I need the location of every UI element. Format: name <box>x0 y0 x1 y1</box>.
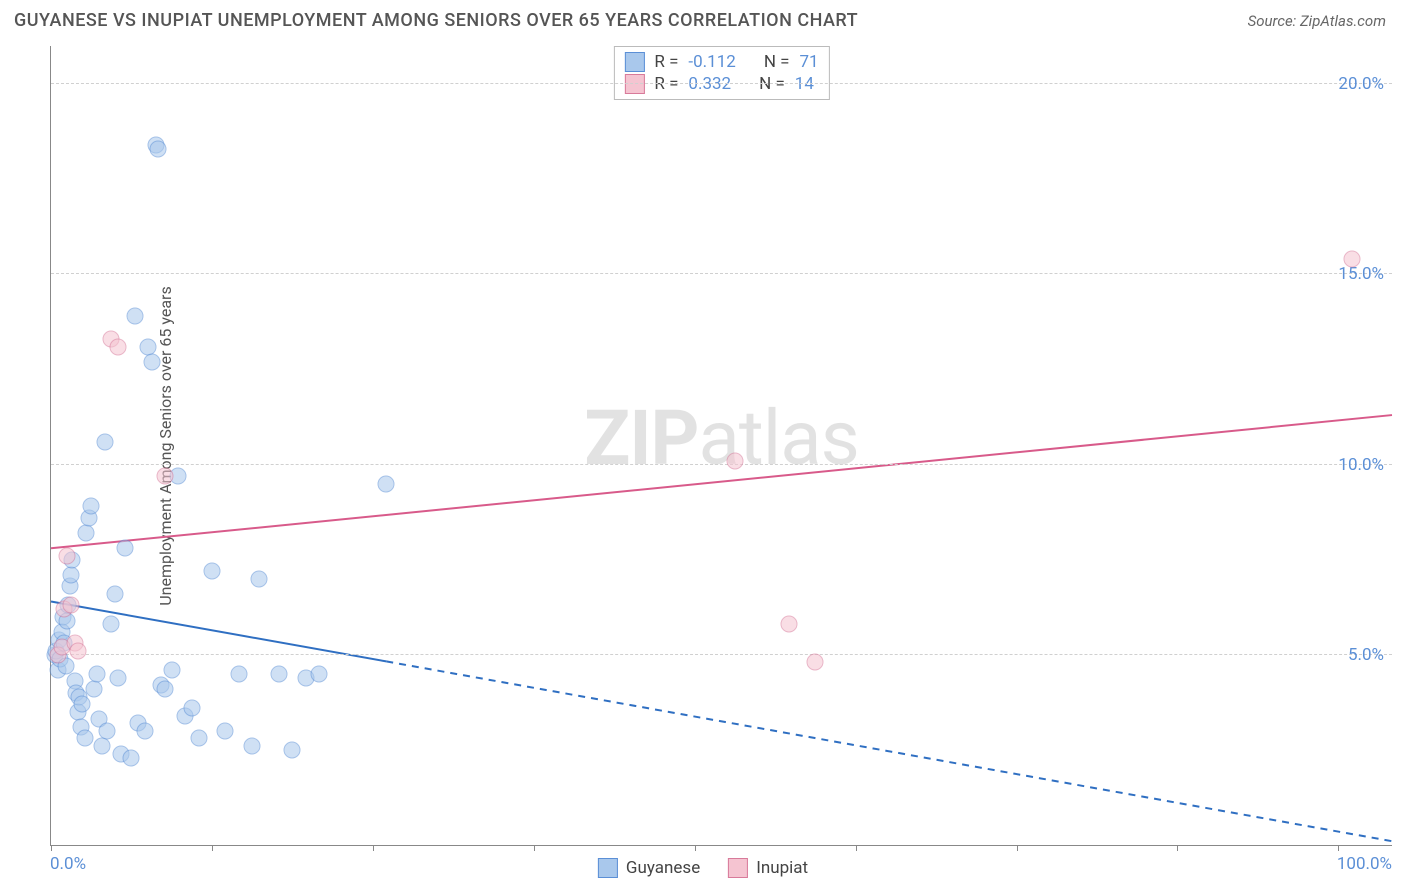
trend-lines <box>51 46 1392 845</box>
data-point <box>143 353 160 370</box>
data-point <box>73 696 90 713</box>
x-tick <box>1338 845 1339 851</box>
data-point <box>88 665 105 682</box>
x-tick <box>534 845 535 851</box>
data-point <box>163 661 180 678</box>
data-point <box>150 140 167 157</box>
gridline <box>51 273 1392 274</box>
data-point <box>284 741 301 758</box>
data-point <box>136 722 153 739</box>
y-tick-label: 15.0% <box>1338 264 1384 284</box>
data-point <box>123 749 140 766</box>
data-point <box>116 540 133 557</box>
x-tick <box>1177 845 1178 851</box>
legend-swatch-guyanese <box>598 858 618 878</box>
chart-title: GUYANESE VS INUPIAT UNEMPLOYMENT AMONG S… <box>14 10 858 31</box>
chart-source: Source: ZipAtlas.com <box>1248 12 1386 30</box>
r-label: R = <box>654 52 678 72</box>
data-point <box>156 467 173 484</box>
n-label: N = <box>764 52 790 72</box>
data-point <box>1343 251 1360 268</box>
r-value-guyanese: -0.112 <box>688 52 735 72</box>
data-point <box>780 616 797 633</box>
data-point <box>59 547 76 564</box>
data-point <box>83 498 100 515</box>
data-point <box>93 738 110 755</box>
data-point <box>99 722 116 739</box>
data-point <box>77 525 94 542</box>
data-point <box>69 642 86 659</box>
legend-label-inupiat: Inupiat <box>756 858 808 878</box>
n-value-guyanese: 71 <box>800 52 819 72</box>
x-tick <box>695 845 696 851</box>
x-tick <box>1017 845 1018 851</box>
data-point <box>63 597 80 614</box>
gridline <box>51 654 1392 655</box>
x-tick <box>51 845 52 851</box>
scatter-chart: ZIPatlas R = -0.112 N = 71 R = 0.332 N =… <box>50 46 1392 846</box>
x-tick <box>373 845 374 851</box>
legend-swatch-inupiat <box>728 858 748 878</box>
data-point <box>156 681 173 698</box>
data-point <box>107 585 124 602</box>
y-tick-label: 20.0% <box>1338 74 1384 94</box>
x-tick <box>212 845 213 851</box>
legend-label-guyanese: Guyanese <box>626 858 700 878</box>
data-point <box>110 338 127 355</box>
data-point <box>203 563 220 580</box>
gridline <box>51 464 1392 465</box>
data-point <box>311 665 328 682</box>
data-point <box>190 730 207 747</box>
data-point <box>217 722 234 739</box>
data-point <box>127 308 144 325</box>
chart-header: GUYANESE VS INUPIAT UNEMPLOYMENT AMONG S… <box>0 0 1406 37</box>
correlation-row-guyanese: R = -0.112 N = 71 <box>624 51 818 73</box>
data-point <box>76 730 93 747</box>
legend-item-guyanese: Guyanese <box>598 858 700 878</box>
y-tick-label: 10.0% <box>1338 455 1384 475</box>
data-point <box>250 570 267 587</box>
x-tick-max: 100.0% <box>1337 854 1392 874</box>
data-point <box>726 452 743 469</box>
swatch-guyanese <box>624 52 644 72</box>
data-point <box>110 669 127 686</box>
data-point <box>378 475 395 492</box>
correlation-legend: R = -0.112 N = 71 R = 0.332 N = 14 <box>613 46 829 100</box>
data-point <box>807 654 824 671</box>
data-point <box>103 616 120 633</box>
x-tick <box>856 845 857 851</box>
y-tick-label: 5.0% <box>1348 645 1384 665</box>
x-tick-min: 0.0% <box>50 854 86 874</box>
data-point <box>85 681 102 698</box>
data-point <box>139 338 156 355</box>
gridline <box>51 83 1392 84</box>
series-legend: Guyanese Inupiat <box>598 858 808 878</box>
data-point <box>270 665 287 682</box>
legend-item-inupiat: Inupiat <box>728 858 808 878</box>
data-point <box>183 700 200 717</box>
data-point <box>230 665 247 682</box>
data-point <box>244 738 261 755</box>
data-point <box>63 566 80 583</box>
data-point <box>96 433 113 450</box>
